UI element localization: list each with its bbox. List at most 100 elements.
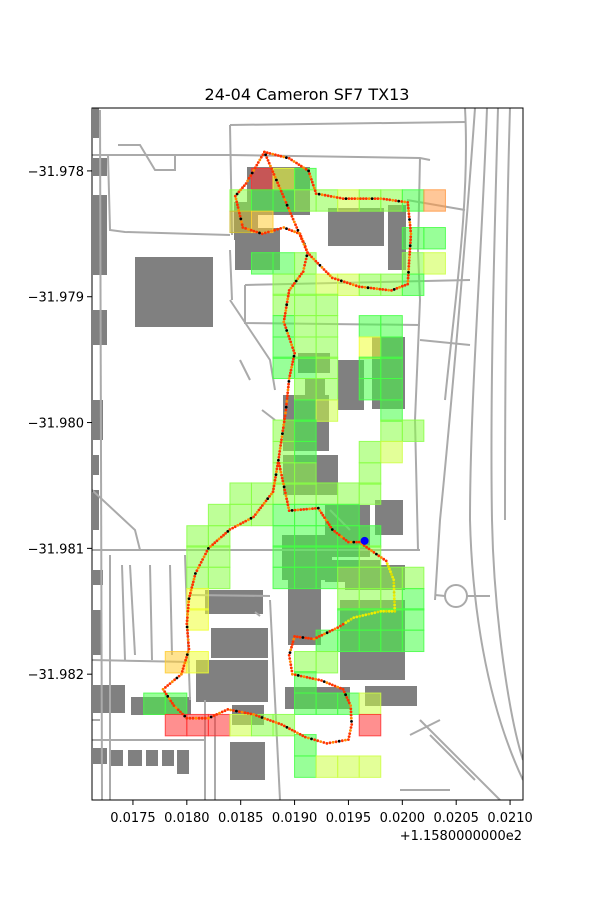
route-point xyxy=(308,676,312,680)
route-point xyxy=(282,485,286,489)
route-point xyxy=(406,282,410,286)
route-point xyxy=(244,182,248,185)
route-point xyxy=(330,276,334,280)
y-axis: −31.978 −31.979 −31.980 −31.981 −31.982 xyxy=(28,165,92,683)
coverage-cell xyxy=(207,545,231,568)
route-point xyxy=(326,521,329,524)
map-building xyxy=(211,628,268,658)
route-point xyxy=(280,476,284,480)
coverage-cell xyxy=(272,525,296,548)
map-road xyxy=(261,409,276,421)
coverage-cell xyxy=(315,399,339,422)
route-point xyxy=(253,166,257,170)
route-point xyxy=(276,461,280,465)
route-point xyxy=(367,547,371,551)
coverage-cell xyxy=(401,608,425,631)
route-point xyxy=(322,741,326,744)
map-road xyxy=(229,249,233,301)
route-point xyxy=(207,547,210,550)
route-point xyxy=(302,166,306,170)
route-point xyxy=(310,180,314,184)
route-point xyxy=(186,616,189,619)
route-point xyxy=(281,432,284,435)
route-point xyxy=(409,241,412,245)
map-building xyxy=(128,750,142,766)
route-point xyxy=(282,420,286,424)
route-point xyxy=(219,535,223,539)
map-building xyxy=(93,570,103,585)
coverage-cell xyxy=(250,189,274,212)
route-point xyxy=(218,711,221,715)
route-point xyxy=(290,509,294,512)
route-point xyxy=(344,621,348,624)
coverage-cell xyxy=(250,210,274,234)
coverage-cell xyxy=(401,566,425,590)
map-building xyxy=(93,610,101,655)
coverage-cell xyxy=(186,608,209,631)
route-point xyxy=(337,739,341,743)
route-point xyxy=(385,198,389,201)
route-point xyxy=(239,522,242,526)
route-point xyxy=(287,506,290,510)
coverage-cell xyxy=(250,252,274,275)
route-point xyxy=(406,203,410,207)
route-point xyxy=(272,487,275,491)
x-tick-label: 0.0200 xyxy=(380,811,426,826)
route-point xyxy=(290,229,294,233)
route-point xyxy=(408,250,412,254)
route-point xyxy=(292,354,296,358)
route-point xyxy=(292,357,295,361)
route-point xyxy=(286,297,290,301)
route-point xyxy=(320,193,324,197)
route-point xyxy=(283,198,287,202)
map-road xyxy=(121,564,126,661)
coverage-cell xyxy=(272,273,296,296)
route-point xyxy=(201,558,205,561)
route-point xyxy=(301,240,305,243)
route-point xyxy=(276,154,280,157)
route-point xyxy=(314,677,318,681)
coverage-cell xyxy=(315,755,339,778)
route-point xyxy=(335,531,339,535)
route-point xyxy=(237,209,241,212)
route-point xyxy=(217,537,221,541)
route-point xyxy=(342,690,346,694)
coverage-cell xyxy=(294,167,317,191)
route-point xyxy=(164,686,167,689)
route-point xyxy=(287,377,291,380)
route-point xyxy=(302,675,306,679)
route-point xyxy=(244,227,248,230)
route-point xyxy=(186,631,190,635)
route-point xyxy=(392,591,396,594)
route-point xyxy=(276,181,279,185)
route-point xyxy=(387,288,390,292)
route-point xyxy=(186,628,189,632)
map-building xyxy=(135,257,213,327)
route-point xyxy=(392,594,396,597)
route-point xyxy=(407,259,411,262)
route-point xyxy=(295,635,299,639)
map-building xyxy=(162,750,174,766)
route-point xyxy=(353,197,357,201)
map-building xyxy=(328,208,384,246)
route-point xyxy=(279,441,283,444)
route-point xyxy=(308,253,311,257)
route-point xyxy=(269,492,273,496)
route-point xyxy=(288,651,292,654)
route-point xyxy=(262,501,266,505)
route-point xyxy=(291,360,295,364)
coverage-cell xyxy=(294,378,317,401)
map-building xyxy=(388,205,406,270)
route-point xyxy=(304,257,308,261)
route-point xyxy=(356,197,359,201)
route-point xyxy=(180,670,184,673)
route-point xyxy=(303,263,306,267)
map-road xyxy=(169,564,173,656)
route-point xyxy=(373,197,377,201)
route-point xyxy=(244,519,248,523)
route-point xyxy=(302,267,306,270)
route-point xyxy=(386,564,390,568)
route-point xyxy=(282,320,286,324)
route-point xyxy=(185,619,189,623)
route-point xyxy=(293,673,297,677)
